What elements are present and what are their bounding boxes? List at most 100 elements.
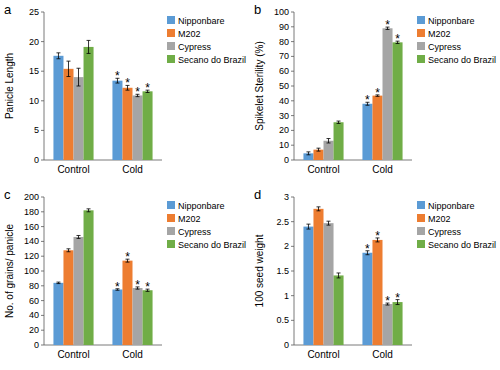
x-tick-label: Cold [122, 164, 143, 175]
legend-label: M202 [178, 29, 201, 39]
significance-marker: * [365, 242, 370, 256]
y-tick [291, 145, 294, 146]
bar [334, 275, 344, 345]
legend-label: Cypress [178, 42, 212, 52]
y-tick-label: 20 [29, 37, 39, 47]
legend-label: Secano do Brazil [178, 240, 246, 250]
significance-marker: * [365, 93, 370, 107]
y-tick-label: 30 [279, 111, 289, 121]
y-tick-label: 80 [29, 281, 39, 291]
significance-marker: * [145, 81, 150, 95]
bar [63, 250, 73, 345]
legend-label: Cypress [428, 42, 462, 52]
bar [324, 223, 334, 345]
y-tick [291, 221, 294, 222]
legend-label: Nipponbare [428, 201, 475, 211]
y-tick [291, 100, 294, 101]
legend-label: M202 [428, 214, 451, 224]
y-axis [294, 197, 295, 345]
bar [383, 304, 393, 345]
bar [372, 240, 382, 345]
bar [313, 150, 323, 160]
y-tick-label: 0.5 [276, 315, 289, 325]
significance-marker: * [135, 85, 140, 99]
bar [53, 283, 63, 345]
y-tick-label: 2 [284, 241, 289, 251]
significance-marker: * [115, 280, 120, 294]
legend-swatch [167, 29, 175, 37]
y-tick [41, 41, 44, 42]
legend-swatch [167, 16, 175, 24]
y-tick [41, 300, 44, 301]
y-tick-label: 40 [279, 96, 289, 106]
y-tick [291, 56, 294, 57]
panel: cNo. of grains/ panicle02040608010012014… [4, 187, 246, 360]
y-tick [41, 211, 44, 212]
plot-area [303, 207, 402, 345]
y-axis-label: Spikelet Sterility (%) [254, 41, 265, 130]
panel: aPanicle Length0510152025ControlCold****… [4, 2, 246, 175]
y-tick [291, 41, 294, 42]
bar [143, 290, 153, 345]
legend-label: Secano do Brazil [428, 55, 496, 65]
error-bar [327, 221, 331, 225]
y-tick [291, 12, 294, 13]
legend-label: Cypress [178, 227, 212, 237]
y-tick [41, 12, 44, 13]
significance-marker: * [375, 86, 380, 100]
legend-swatch [417, 201, 425, 209]
y-tick-label: 1.5 [276, 266, 289, 276]
y-tick [41, 345, 44, 346]
bar [383, 28, 393, 160]
y-tick [41, 285, 44, 286]
y-tick-label: 1 [284, 291, 289, 301]
legend-swatch [167, 240, 175, 248]
x-tick-label: Control [57, 164, 89, 175]
legend-label: Secano do Brazil [178, 55, 246, 65]
y-tick-label: 0 [284, 155, 289, 165]
bar [133, 288, 143, 345]
y-tick [41, 197, 44, 198]
bar [63, 69, 73, 160]
x-tick-label: Control [57, 349, 89, 360]
y-tick [291, 160, 294, 161]
y-tick-label: 20 [279, 125, 289, 135]
y-tick [291, 197, 294, 198]
y-axis-label: Panicle Length [4, 53, 15, 119]
bar [53, 56, 63, 160]
panel-label: b [254, 2, 261, 17]
legend-swatch [417, 240, 425, 248]
y-tick-label: 70 [279, 51, 289, 61]
panel: d100 seed weight00.511.522.53ControlCold… [254, 187, 496, 360]
legend-swatch [417, 55, 425, 63]
y-tick [41, 315, 44, 316]
significance-marker: * [125, 250, 130, 264]
plot-area [303, 27, 402, 160]
bar [143, 91, 153, 160]
bar [112, 290, 122, 346]
significance-marker: * [135, 278, 140, 292]
bar [393, 302, 403, 345]
y-tick-label: 60 [29, 296, 39, 306]
y-axis [44, 197, 45, 345]
y-tick [291, 130, 294, 131]
bar [133, 95, 143, 160]
significance-marker: * [395, 291, 400, 305]
y-tick [291, 71, 294, 72]
y-tick [41, 241, 44, 242]
y-axis [294, 12, 295, 160]
bar [324, 141, 334, 160]
legend-swatch [167, 42, 175, 50]
significance-marker: * [385, 294, 390, 308]
y-tick [291, 86, 294, 87]
y-tick-label: 160 [24, 222, 39, 232]
plot-area [53, 40, 152, 160]
y-tick-label: 120 [24, 251, 39, 261]
panel-label: a [4, 2, 12, 17]
panel-label: d [254, 187, 261, 202]
y-tick [291, 345, 294, 346]
y-tick-label: 15 [29, 66, 39, 76]
y-tick-label: 100 [24, 266, 39, 276]
bar [372, 96, 382, 160]
legend-label: M202 [428, 29, 451, 39]
